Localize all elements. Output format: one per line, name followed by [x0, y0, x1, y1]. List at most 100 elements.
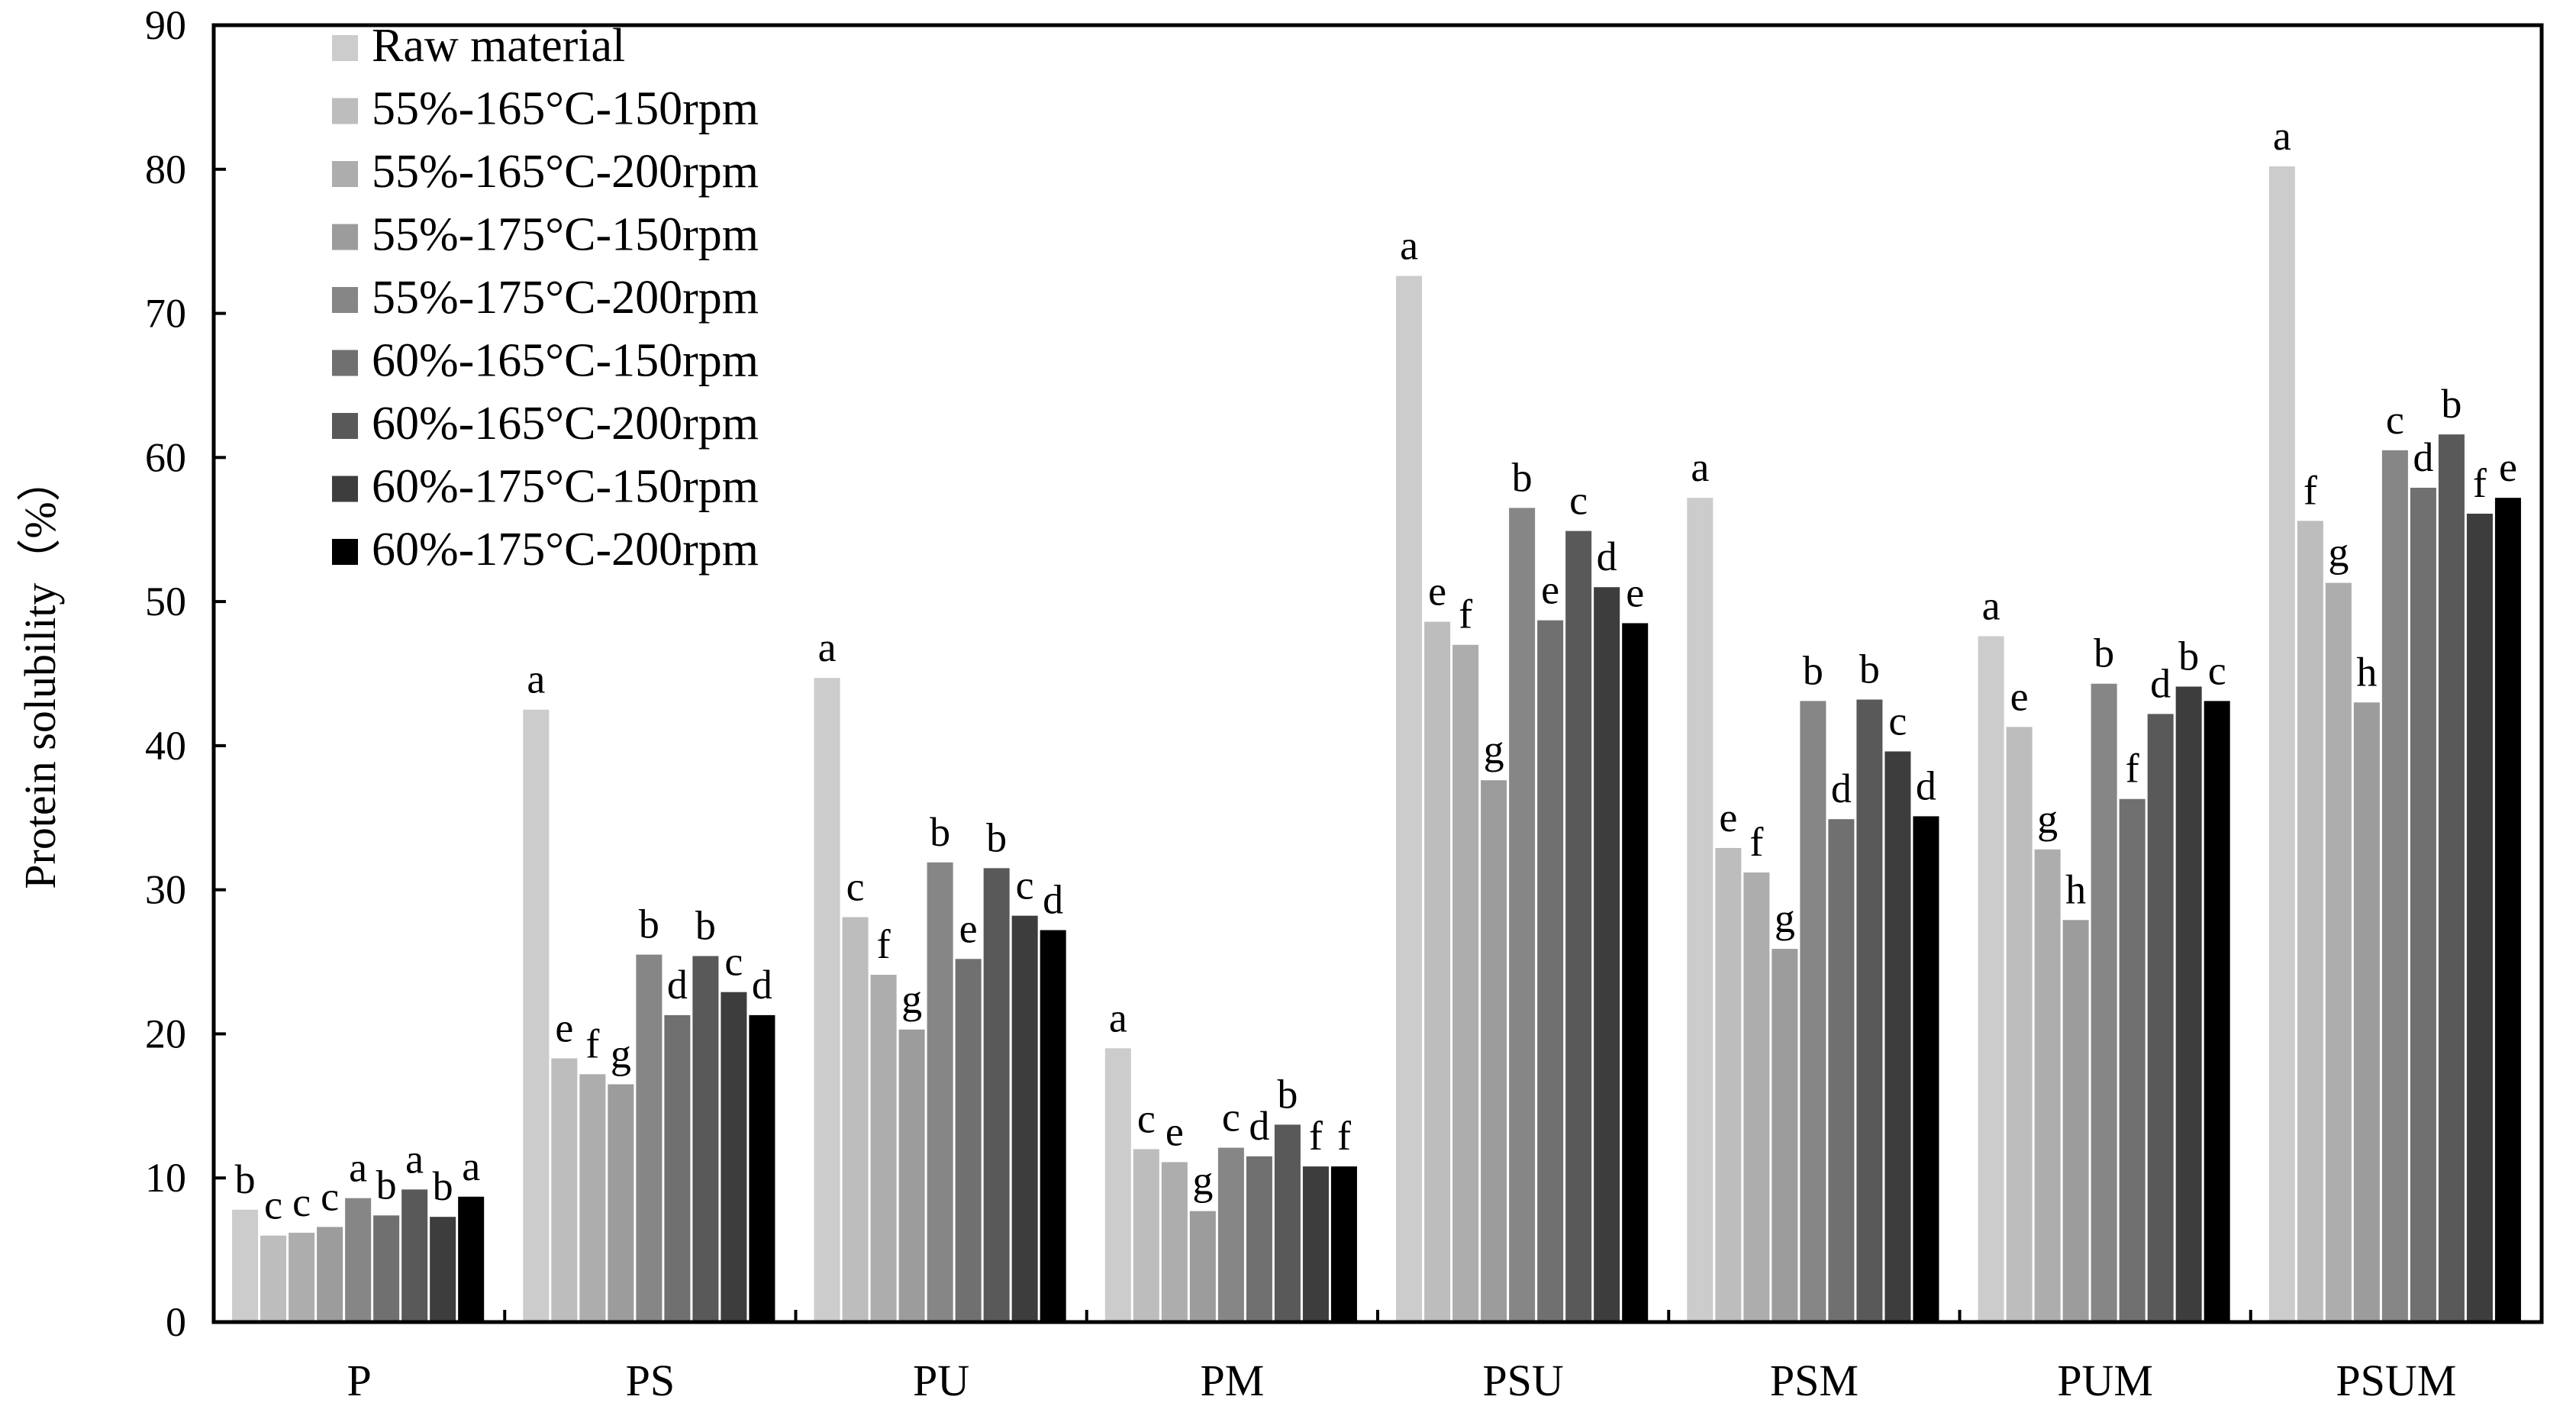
significance-letter: e: [959, 905, 978, 951]
bar: [1481, 780, 1507, 1322]
significance-letter: h: [2356, 649, 2377, 695]
bar: [2297, 521, 2323, 1323]
significance-letter: a: [818, 624, 837, 670]
significance-letter: c: [292, 1179, 311, 1225]
significance-letter: a: [1109, 995, 1127, 1040]
y-tick-label: 80: [145, 147, 186, 192]
significance-letter: f: [1337, 1113, 1351, 1159]
significance-letter: d: [667, 962, 688, 1008]
significance-letter: b: [1512, 454, 1533, 500]
significance-letter: b: [235, 1156, 256, 1202]
bar: [1104, 1048, 1131, 1322]
significance-letter: c: [2208, 647, 2226, 693]
legend-swatch: [332, 161, 358, 187]
bar: [523, 709, 550, 1322]
bar: [1133, 1149, 1159, 1322]
significance-letter: f: [1459, 592, 1472, 637]
significance-letter: e: [555, 1005, 573, 1051]
x-tick-label: P: [347, 1356, 371, 1405]
bar: [2410, 487, 2436, 1322]
bar: [636, 954, 663, 1322]
bar: [1687, 498, 1714, 1322]
bar: [842, 917, 869, 1322]
bar: [664, 1014, 691, 1322]
legend: Raw material 55%-165°C-150rpm 55%-165°C-20…: [332, 20, 759, 576]
significance-letter: e: [1428, 569, 1446, 614]
bar: [1772, 949, 1798, 1322]
bar: [2438, 434, 2465, 1322]
bar: [1246, 1156, 1272, 1322]
significance-letter: g: [901, 976, 922, 1022]
bar: [1856, 699, 1883, 1322]
bar: [983, 868, 1010, 1322]
significance-letter: b: [2441, 381, 2462, 427]
legend-swatch: [332, 35, 358, 61]
bar: [2325, 582, 2352, 1322]
legend-label: 55%-175°C-150rpm: [372, 209, 759, 261]
significance-letter: a: [1691, 444, 1709, 490]
bar: [2147, 714, 2174, 1322]
bar: [2119, 798, 2146, 1322]
legend-swatch: [332, 98, 358, 124]
bar: [1537, 620, 1564, 1322]
y-tick-label: 60: [145, 434, 186, 480]
significance-letter: h: [2065, 866, 2086, 912]
significance-letter: f: [877, 921, 891, 967]
legend-swatch: [332, 413, 358, 439]
bar: [2353, 702, 2380, 1322]
bar: [2494, 498, 2521, 1322]
legend-label: 60%-175°C-200rpm: [372, 524, 759, 576]
significance-letter: d: [1043, 877, 1063, 923]
bar: [1828, 819, 1855, 1322]
significance-letter: b: [1277, 1071, 1298, 1117]
bar: [260, 1235, 287, 1322]
bar: [1622, 623, 1649, 1322]
y-tick-label: 0: [166, 1299, 186, 1345]
bar: [2091, 683, 2117, 1322]
bar: [1913, 816, 1939, 1322]
y-tick-label: 10: [145, 1155, 186, 1201]
significance-letter: f: [585, 1021, 599, 1066]
bar: [692, 956, 719, 1322]
bar: [898, 1029, 925, 1322]
significance-letter: b: [1803, 647, 1823, 693]
bar: [2062, 920, 2089, 1322]
legend-swatch: [332, 287, 358, 313]
y-tick-label: 50: [145, 579, 186, 624]
legend-swatch: [332, 350, 358, 376]
bar: [1330, 1166, 1357, 1322]
bar: [1274, 1124, 1301, 1322]
bar: [1715, 847, 1742, 1322]
bar: [430, 1217, 456, 1322]
x-tick-label: PM: [1200, 1356, 1264, 1405]
bar: [1800, 701, 1826, 1322]
y-tick-label: 90: [145, 2, 186, 48]
significance-letter: e: [1541, 567, 1559, 613]
legend-label: 60%-175°C-150rpm: [372, 461, 759, 513]
bar: [551, 1058, 578, 1322]
bar: [1011, 915, 1038, 1322]
significance-letter: d: [2150, 660, 2171, 706]
significance-letter: c: [264, 1182, 282, 1228]
significance-letter: b: [1859, 646, 1880, 692]
bar: [2268, 166, 2295, 1323]
significance-letter: f: [1749, 819, 1763, 865]
significance-letter: a: [405, 1136, 424, 1182]
significance-letter: f: [2126, 746, 2139, 792]
x-tick-label: PUM: [2057, 1356, 2153, 1405]
bar: [2034, 849, 2061, 1322]
bar: [1217, 1147, 1244, 1322]
significance-letter: a: [527, 656, 545, 702]
legend-label: Raw material: [372, 20, 625, 72]
bar: [1396, 276, 1423, 1322]
bar: [1884, 751, 1911, 1322]
bar: [345, 1198, 372, 1322]
y-tick-label: 70: [145, 291, 186, 337]
bar: [1040, 930, 1066, 1322]
significance-letter: d: [1249, 1103, 1269, 1149]
significance-letter: g: [1775, 895, 1795, 941]
bar: [2175, 686, 2202, 1322]
y-tick-label: 30: [145, 867, 186, 913]
legend-label: 55%-175°C-200rpm: [372, 272, 759, 324]
